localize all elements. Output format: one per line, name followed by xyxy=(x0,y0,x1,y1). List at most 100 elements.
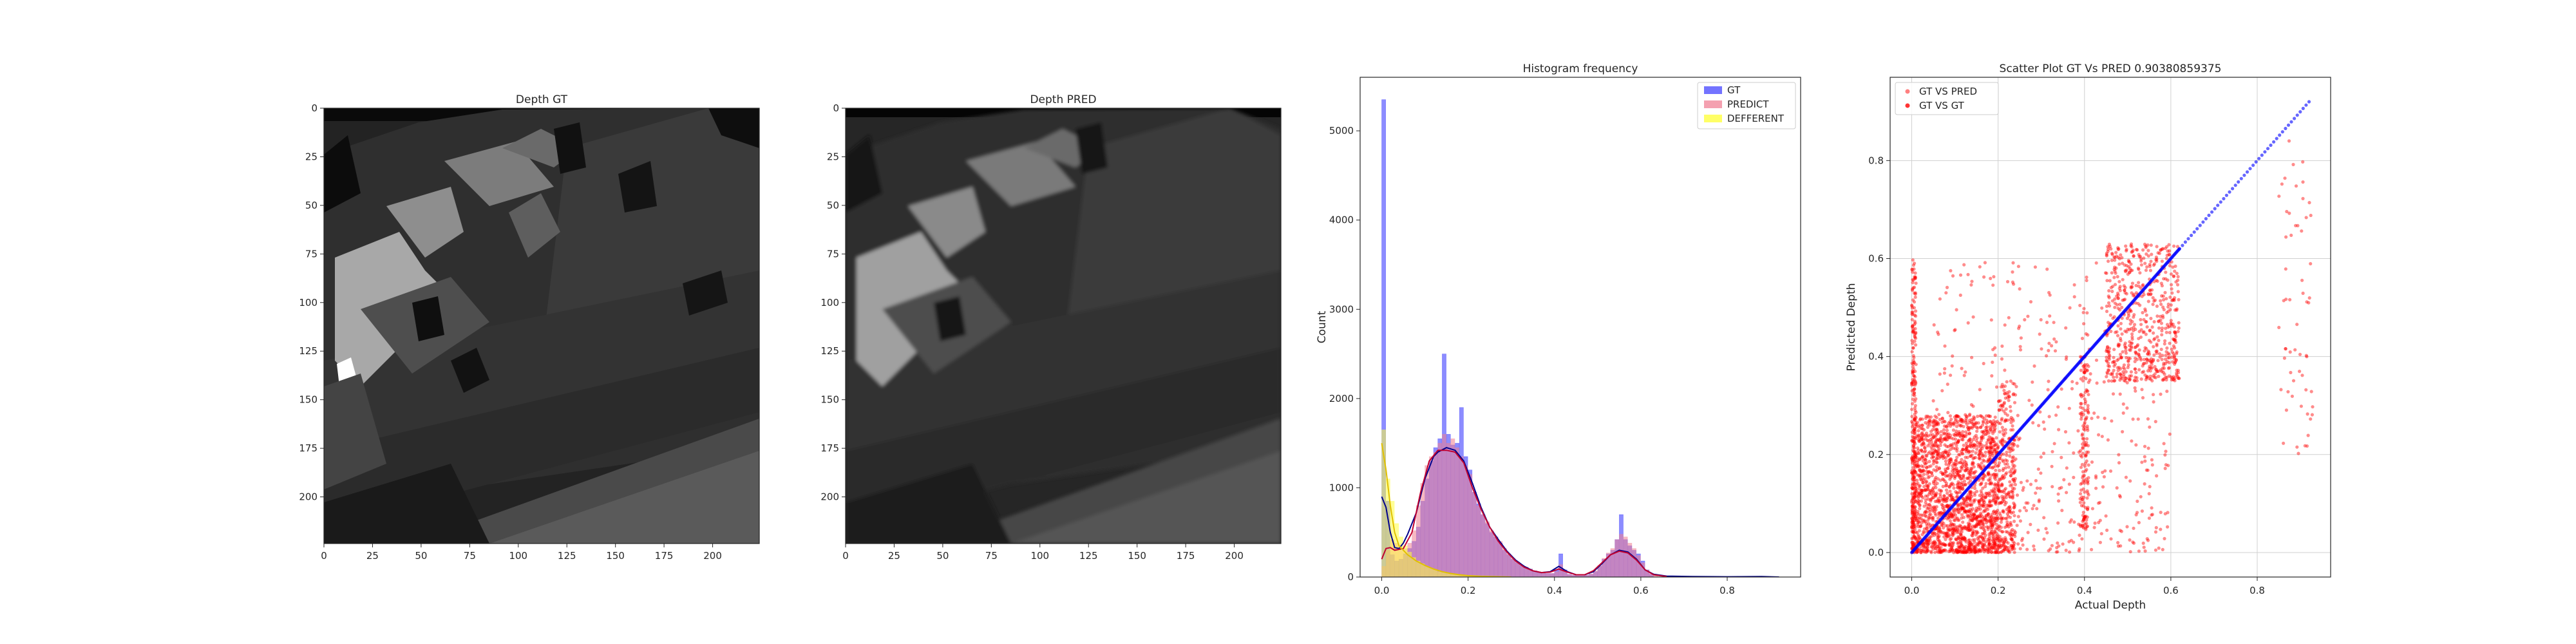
scatter-point-gt-vs-pred xyxy=(1953,419,1958,423)
scatter-point-gt-vs-pred xyxy=(2128,538,2132,542)
scatter-point-gt-vs-pred xyxy=(2007,465,2011,469)
scatter-point-gt-vs-pred xyxy=(2141,541,2145,545)
scatter-point-gt-vs-pred xyxy=(1948,538,1952,542)
scatter-point-gt-vs-pred xyxy=(1976,522,1980,526)
scatter-point-gt-vs-pred xyxy=(1944,505,1947,509)
scatter-point-gt-vs-pred xyxy=(2159,511,2163,515)
scatter-point-gt-vs-pred xyxy=(1962,374,1966,377)
scatter-point-gt-vs-pred xyxy=(1990,527,1994,531)
scatter-point-gt-vs-pred xyxy=(1920,435,1924,439)
scatter-point-gt-vs-pred xyxy=(2011,463,2015,467)
scatter-point-gt-vs-pred xyxy=(1973,551,1977,554)
scatter-point-gt-vs-pred xyxy=(1985,440,1989,444)
scatter-point-gt-vs-pred xyxy=(1921,438,1925,442)
scatter-point-gt-vs-pred xyxy=(1944,437,1947,440)
scatter-point-gt-vs-pred xyxy=(1927,503,1932,507)
scatter-point-gt-vs-pred xyxy=(1982,518,1986,522)
scatter-point-gt-vs-pred xyxy=(1970,549,1974,553)
scatter-point-gt-vs-pred xyxy=(2133,359,2137,364)
scatter-point-gt-vs-pred xyxy=(1951,428,1955,432)
scatter-point-gt-vs-pred xyxy=(2130,439,2134,443)
scatter-point-gt-vs-pred xyxy=(2013,482,2017,487)
scatter-point-gt-vs-pred xyxy=(1974,422,1978,426)
scatter-point-gt-vs-pred xyxy=(1977,519,1981,523)
scatter-point-gt-vs-pred xyxy=(1918,503,1922,507)
scatter-point-gt-vs-pred xyxy=(1962,435,1965,439)
scatter-point-gt-vs-pred xyxy=(2107,361,2110,365)
scatter-point-gt-vs-pred xyxy=(1927,522,1931,526)
scatter-point-gt-vs-pred xyxy=(1976,543,1980,547)
scatter-point-gt-vs-pred xyxy=(2108,313,2112,317)
scatter-point-gt-vs-pred xyxy=(1969,513,1973,518)
scatter-point-gt-vs-pred xyxy=(1931,496,1936,500)
scatter-point-gt-vs-pred xyxy=(1964,414,1968,418)
scatter-point-gt-vs-pred xyxy=(1927,492,1931,496)
scatter-point-gt-vs-pred xyxy=(2293,348,2297,352)
scatter-point-gt-vs-pred xyxy=(1928,523,1932,527)
scatter-point-gt-vs-pred xyxy=(2021,488,2025,492)
scatter-point-gt-vs-gt xyxy=(2295,113,2299,117)
scatter-point-gt-vs-pred xyxy=(2085,437,2089,441)
histogram-bar-predict xyxy=(1632,548,1636,577)
scatter-point-gt-vs-pred xyxy=(1961,420,1965,424)
scatter-point-gt-vs-pred xyxy=(1936,498,1940,502)
scatter-point-gt-vs-pred xyxy=(1946,411,1950,415)
scatter-point-gt-vs-pred xyxy=(2003,545,2007,549)
scatter-point-gt-vs-pred xyxy=(1915,512,1919,516)
scatter-point-gt-vs-pred xyxy=(1938,550,1942,554)
scatter-point-gt-vs-pred xyxy=(1994,464,1998,468)
scatter-point-gt-vs-pred xyxy=(1991,510,1995,514)
scatter-point-gt-vs-pred xyxy=(1960,464,1964,468)
scatter-point-gt-vs-pred xyxy=(1981,453,1985,457)
scatter-point-gt-vs-pred xyxy=(1911,521,1915,525)
scatter-point-gt-vs-pred xyxy=(1955,473,1959,477)
scatter-point-gt-vs-pred xyxy=(1987,478,1991,482)
scatter-point-gt-vs-pred xyxy=(2019,480,2023,484)
scatter-point-gt-vs-pred xyxy=(2159,527,2163,531)
scatter-point-gt-vs-pred xyxy=(1949,546,1953,550)
scatter-point-gt-vs-pred xyxy=(1919,448,1923,452)
scatter-point-gt-vs-pred xyxy=(1956,504,1960,507)
scatter-point-gt-vs-pred xyxy=(1959,424,1963,428)
scatter-point-gt-vs-pred xyxy=(1924,433,1927,437)
scatter-point-gt-vs-pred xyxy=(1925,466,1929,469)
scatter-point-gt-vs-gt xyxy=(2245,170,2249,174)
scatter-point-gt-vs-pred xyxy=(1932,531,1936,535)
scatter-point-gt-vs-pred xyxy=(1922,457,1926,461)
scatter-point-gt-vs-pred xyxy=(2163,512,2167,516)
scatter-point-gt-vs-pred xyxy=(1970,518,1975,523)
scatter-point-gt-vs-pred xyxy=(1991,489,1995,493)
scatter-point-gt-vs-gt xyxy=(2242,173,2246,177)
scatter-point-gt-vs-pred xyxy=(1984,521,1988,525)
scatter-point-gt-vs-pred xyxy=(1958,474,1962,478)
scatter-point-gt-vs-pred xyxy=(2174,264,2177,268)
scatter-point-gt-vs-pred xyxy=(2150,252,2154,256)
scatter-point-gt-vs-pred xyxy=(1931,435,1936,439)
scatter-point-gt-vs-pred xyxy=(1931,459,1936,463)
scatter-point-gt-vs-pred xyxy=(2136,417,2140,421)
scatter-point-gt-vs-pred xyxy=(1982,539,1985,543)
scatter-point-gt-vs-pred xyxy=(2108,354,2112,358)
scatter-point-gt-vs-pred xyxy=(2143,459,2147,463)
scatter-point-gt-vs-pred xyxy=(2018,287,2022,291)
scatter-point-gt-vs-pred xyxy=(1920,442,1924,446)
scatter-point-gt-vs-pred xyxy=(1910,287,1915,291)
scatter-point-gt-vs-pred xyxy=(1964,421,1967,424)
scatter-point-gt-vs-pred xyxy=(2126,356,2130,360)
scatter-point-gt-vs-pred xyxy=(1941,477,1945,481)
x-tick-label: 0.0 xyxy=(1904,585,1920,596)
scatter-point-gt-vs-pred xyxy=(2110,271,2114,275)
scatter-point-gt-vs-pred xyxy=(1976,440,1980,445)
scatter-point-gt-vs-pred xyxy=(1981,477,1985,480)
scatter-point-gt-vs-pred xyxy=(1913,327,1917,330)
scatter-point-gt-vs-pred xyxy=(1954,516,1958,520)
scatter-point-gt-vs-pred xyxy=(2019,336,2023,340)
scatter-point-gt-vs-pred xyxy=(1953,464,1957,468)
scatter-point-gt-vs-pred xyxy=(1961,433,1965,437)
scatter-point-gt-vs-pred xyxy=(1996,485,2000,489)
scatter-point-gt-vs-pred xyxy=(1972,500,1976,504)
scatter-point-gt-vs-pred xyxy=(1942,542,1946,545)
scatter-point-gt-vs-pred xyxy=(2078,492,2083,496)
scatter-point-gt-vs-pred xyxy=(2152,299,2156,303)
scatter-point-gt-vs-pred xyxy=(1949,459,1953,463)
